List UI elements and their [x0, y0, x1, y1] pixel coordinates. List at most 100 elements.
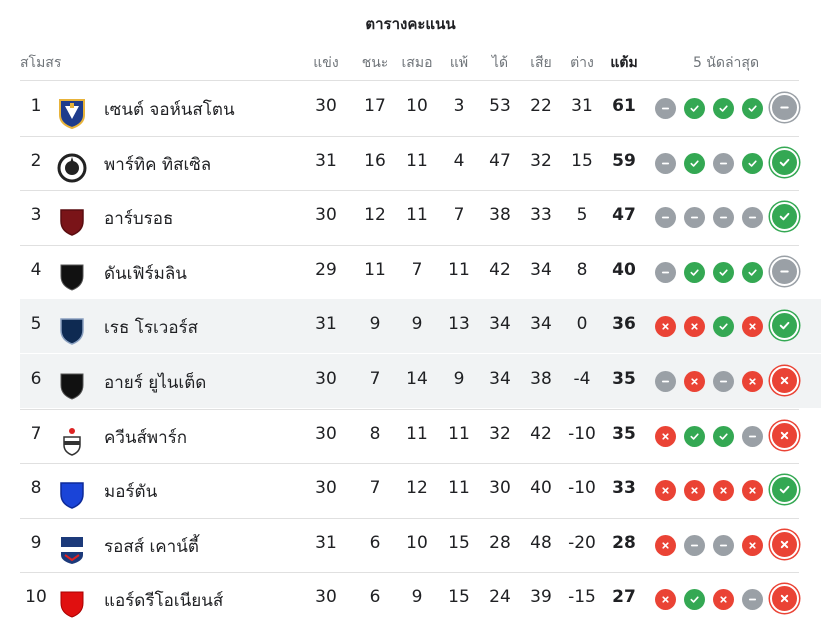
cross-icon [747, 321, 758, 332]
table-row[interactable]: 10 แอร์ดรีโอเนียนส์ 30 6 9 15 24 39 -15 27 [20, 572, 799, 626]
form-win-2[interactable] [684, 98, 705, 119]
dunfermline-crest-icon [55, 260, 89, 294]
cross-icon [747, 540, 758, 551]
form-loss-5[interactable] [770, 529, 799, 559]
table-row[interactable]: 2 พาร์ทิค ทิสเซิล 31 16 11 4 47 32 15 59 [20, 136, 799, 190]
row-club-name[interactable]: รอสส์ เคาน์ตี้ [104, 536, 199, 557]
form-draw-1[interactable] [655, 98, 676, 119]
row-club-name[interactable]: อาร์บรอธ [104, 209, 174, 230]
row-club-name[interactable]: ควีนส์พาร์ก [104, 427, 188, 448]
form-win-5[interactable] [770, 311, 799, 341]
form-draw-3[interactable] [713, 371, 734, 392]
form-loss-2[interactable] [684, 316, 705, 338]
minus-icon [718, 540, 729, 551]
minus-icon [718, 212, 729, 223]
partick-thistle-crest-icon [55, 151, 89, 185]
form-draw-5[interactable] [770, 93, 799, 122]
row-goal-difference: 8 [576, 259, 588, 280]
form-loss-1[interactable] [655, 534, 676, 556]
form-win-5[interactable] [770, 202, 799, 232]
row-played: 30 [315, 423, 337, 444]
table-row[interactable]: 9 รอสส์ เคาน์ตี้ 31 6 10 15 28 48 -20 28 [20, 518, 799, 572]
check-icon [778, 483, 791, 496]
row-goal-difference: -4 [573, 369, 591, 389]
form-win-3[interactable] [713, 316, 734, 338]
form-loss-1[interactable] [655, 316, 676, 338]
form-loss-1[interactable] [655, 425, 676, 447]
form-loss-1[interactable] [655, 480, 676, 502]
row-club-name[interactable]: เรธ โรเวอร์ส [104, 318, 199, 339]
form-win-5[interactable] [770, 475, 799, 505]
row-goals-for: 24 [489, 587, 511, 608]
row-drawn: 11 [406, 423, 428, 444]
form-win-2[interactable] [684, 425, 705, 447]
form-loss-1[interactable] [655, 589, 676, 611]
row-position: 5 [30, 314, 42, 335]
form-loss-4[interactable] [742, 316, 763, 338]
table-row[interactable]: 4 ดันเฟิร์มลิน 29 11 7 11 42 34 8 40 [20, 245, 799, 299]
table-row[interactable]: 3 อาร์บรอธ 30 12 11 7 38 33 5 47 [20, 190, 799, 244]
row-lost: 11 [448, 423, 470, 444]
form-win-4[interactable] [742, 98, 763, 119]
table-row[interactable]: 7 ควีนส์พาร์ก 30 8 11 11 32 42 -10 35 [20, 409, 799, 463]
check-icon [747, 103, 758, 114]
form-loss-5[interactable] [770, 584, 799, 614]
form-win-3[interactable] [713, 261, 734, 283]
table-row[interactable]: 1 เซนต์ จอห์นสโตน 30 17 10 3 53 22 31 61 [20, 81, 799, 135]
form-draw-3[interactable] [713, 207, 734, 229]
form-draw-2[interactable] [684, 207, 705, 229]
form-draw-1[interactable] [655, 261, 676, 283]
form-draw-4[interactable] [742, 589, 763, 611]
form-draw-3[interactable] [713, 152, 734, 174]
form-loss-4[interactable] [742, 534, 763, 556]
form-loss-5[interactable] [770, 420, 799, 450]
row-divider [20, 517, 799, 519]
form-win-2[interactable] [684, 589, 705, 611]
row-goals-for: 28 [489, 532, 511, 553]
row-position: 4 [30, 259, 42, 280]
form-loss-3[interactable] [713, 480, 734, 502]
form-win-2[interactable] [684, 261, 705, 283]
form-loss-2[interactable] [684, 371, 705, 392]
row-club-name[interactable]: อายร์ ยูไนเต็ด [104, 373, 207, 393]
form-win-4[interactable] [742, 152, 763, 174]
form-win-5[interactable] [770, 147, 799, 177]
form-loss-3[interactable] [713, 589, 734, 611]
row-club-name[interactable]: ดันเฟิร์มลิน [104, 263, 187, 284]
row-goals-against: 32 [530, 150, 552, 171]
row-goals-against: 34 [530, 259, 552, 280]
row-goal-difference: -10 [568, 478, 596, 499]
table-row[interactable]: 8 มอร์ตัน 30 7 12 11 30 40 -10 33 [20, 463, 799, 517]
row-played: 30 [315, 478, 337, 499]
table-row[interactable]: 5 เรธ โรเวอร์ส 31 9 9 13 34 34 0 36 [20, 299, 821, 354]
form-draw-1[interactable] [655, 207, 676, 229]
minus-icon [778, 265, 791, 278]
cross-icon [660, 321, 671, 332]
minus-icon [660, 158, 671, 169]
row-club-name[interactable]: พาร์ทิค ทิสเซิล [104, 154, 212, 175]
form-win-2[interactable] [684, 152, 705, 174]
form-loss-4[interactable] [742, 480, 763, 502]
row-won: 7 [369, 369, 381, 389]
form-loss-5[interactable] [770, 366, 799, 395]
form-loss-2[interactable] [684, 480, 705, 502]
row-club-name[interactable]: มอร์ตัน [104, 482, 158, 503]
form-win-3[interactable] [713, 425, 734, 447]
form-draw-4[interactable] [742, 425, 763, 447]
form-draw-1[interactable] [655, 371, 676, 392]
form-draw-3[interactable] [713, 534, 734, 556]
form-draw-4[interactable] [742, 207, 763, 229]
row-club-name[interactable]: เซนต์ จอห์นสโตน [104, 100, 235, 120]
form-draw-5[interactable] [770, 256, 799, 286]
form-draw-2[interactable] [684, 534, 705, 556]
form-win-4[interactable] [742, 261, 763, 283]
form-loss-4[interactable] [742, 371, 763, 392]
table-row[interactable]: 6 อายร์ ยูไนเต็ด 30 7 14 9 34 38 -4 35 [20, 354, 821, 408]
check-icon [747, 158, 758, 169]
form-win-3[interactable] [713, 98, 734, 119]
row-last-five [655, 366, 815, 396]
form-draw-1[interactable] [655, 152, 676, 174]
row-club-name[interactable]: แอร์ดรีโอเนียนส์ [104, 591, 224, 612]
row-points: 27 [612, 587, 636, 608]
row-position: 8 [30, 478, 42, 499]
